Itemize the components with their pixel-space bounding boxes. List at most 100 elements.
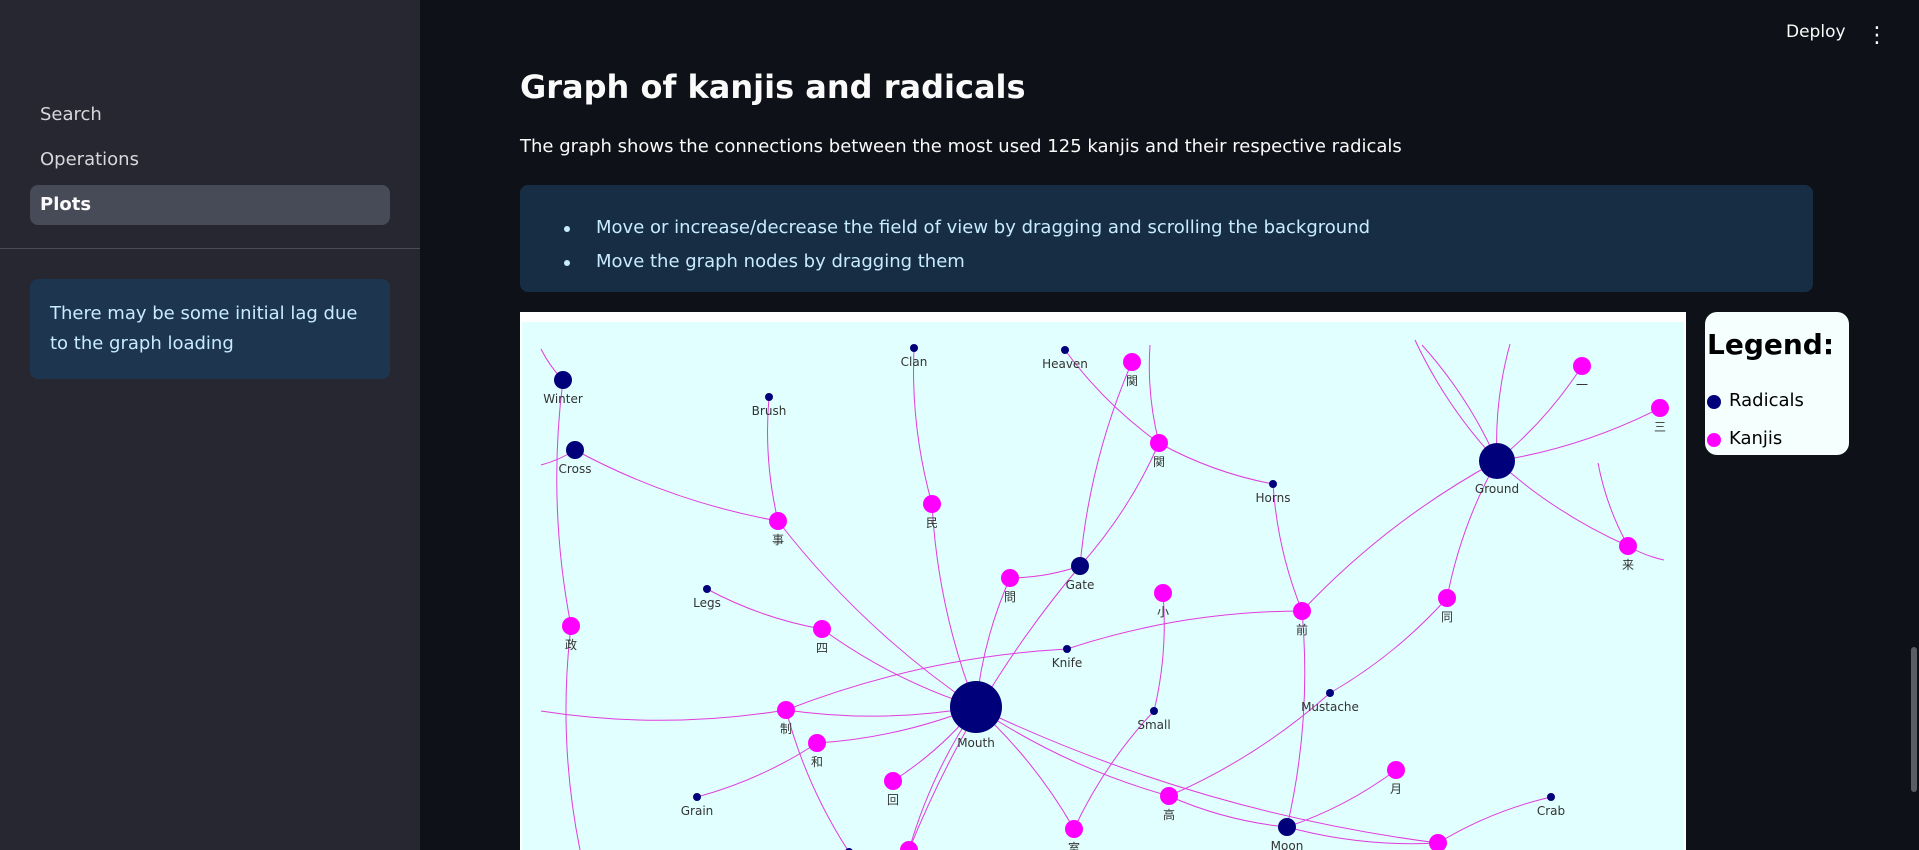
radical-node-circle[interactable] bbox=[566, 441, 584, 459]
kanji-node-circle[interactable] bbox=[562, 617, 580, 635]
kanji-node[interactable]: 政 bbox=[562, 617, 580, 652]
kanji-node-circle[interactable] bbox=[1065, 820, 1083, 838]
graph-edge bbox=[1496, 407, 1661, 462]
kanji-node[interactable]: 関 bbox=[1123, 353, 1141, 388]
page-scrollbar[interactable] bbox=[1911, 647, 1917, 792]
radical-node-circle[interactable] bbox=[1547, 793, 1555, 801]
radical-node[interactable]: Mustache bbox=[1301, 689, 1359, 714]
graph-edge bbox=[1073, 710, 1155, 830]
radical-node[interactable]: Gate bbox=[1066, 557, 1095, 592]
graph-edge bbox=[913, 347, 933, 505]
kanji-node[interactable] bbox=[1429, 834, 1447, 850]
kanji-node[interactable]: 同 bbox=[1438, 589, 1456, 624]
kanji-node-circle[interactable] bbox=[1429, 834, 1447, 850]
kanji-radical-graph[interactable]: Winter Clan Heaven 関 一三 Brush Cross 関 Horns Groun… bbox=[522, 322, 1684, 850]
radical-node[interactable]: Legs bbox=[693, 585, 721, 610]
kanji-node-circle[interactable] bbox=[1123, 353, 1141, 371]
node-label: 民 bbox=[926, 516, 938, 530]
kanji-node-circle[interactable] bbox=[1651, 399, 1669, 417]
radical-node[interactable]: Heaven bbox=[1042, 346, 1088, 371]
kanji-node-circle[interactable] bbox=[808, 734, 826, 752]
radical-node-circle[interactable] bbox=[1150, 707, 1158, 715]
radical-node-circle[interactable] bbox=[1269, 480, 1277, 488]
radical-node-circle[interactable] bbox=[950, 681, 1002, 733]
kanji-node-circle[interactable] bbox=[1387, 761, 1405, 779]
radical-node[interactable]: Knife bbox=[1052, 645, 1082, 670]
kanji-node-circle[interactable] bbox=[1438, 589, 1456, 607]
kanji-node[interactable]: 小 bbox=[1154, 584, 1172, 619]
radical-node[interactable]: Small bbox=[1137, 707, 1171, 732]
sidebar-nav: Search Operations Plots bbox=[30, 95, 390, 230]
deploy-button[interactable]: Deploy bbox=[1786, 22, 1846, 42]
node-label: Grain bbox=[681, 804, 714, 818]
radical-node[interactable]: Grain bbox=[681, 793, 714, 818]
radical-node-circle[interactable] bbox=[1071, 557, 1089, 575]
sidebar-item-search[interactable]: Search bbox=[40, 104, 102, 125]
kanji-node[interactable]: 民 bbox=[923, 495, 941, 530]
radical-node[interactable]: Moon bbox=[1271, 818, 1304, 850]
kanji-dot-icon bbox=[1707, 433, 1721, 447]
kanji-node[interactable]: 高 bbox=[1160, 787, 1178, 822]
radical-node[interactable]: Winter bbox=[543, 371, 583, 406]
kanji-node[interactable]: 和 bbox=[808, 734, 826, 769]
kanji-node-circle[interactable] bbox=[1150, 434, 1168, 452]
kanji-node-circle[interactable] bbox=[1573, 357, 1591, 375]
kanji-node-circle[interactable] bbox=[813, 620, 831, 638]
radical-node-circle[interactable] bbox=[703, 585, 711, 593]
kanji-node-circle[interactable] bbox=[1001, 569, 1019, 587]
graph-edge bbox=[1286, 610, 1306, 828]
kanji-node[interactable]: 来 bbox=[1619, 537, 1637, 572]
kanji-node-circle[interactable] bbox=[769, 512, 787, 530]
kanji-node-circle[interactable] bbox=[1619, 537, 1637, 555]
node-label: 回 bbox=[887, 793, 899, 807]
sidebar-item-operations[interactable]: Operations bbox=[40, 149, 139, 170]
radical-node-circle[interactable] bbox=[765, 393, 773, 401]
kanji-node[interactable]: 月 bbox=[1387, 761, 1405, 796]
kanji-node-circle[interactable] bbox=[1160, 787, 1178, 805]
radical-node-circle[interactable] bbox=[1479, 443, 1515, 479]
graph-canvas[interactable]: Winter Clan Heaven 関 一三 Brush Cross 関 Horns Groun… bbox=[522, 322, 1684, 850]
kanji-node[interactable]: 四 bbox=[813, 620, 831, 655]
kanji-node-circle[interactable] bbox=[900, 841, 918, 850]
legend: Legend: Radicals Kanjis bbox=[1705, 312, 1849, 455]
graph-edge bbox=[1301, 460, 1498, 612]
bullet-icon bbox=[564, 260, 570, 266]
radical-node-circle[interactable] bbox=[693, 793, 701, 801]
graph-edge bbox=[574, 449, 779, 522]
kebab-menu-icon[interactable]: ⋮ bbox=[1866, 23, 1888, 48]
kanji-node[interactable]: 三 bbox=[1651, 399, 1669, 434]
radical-node-circle[interactable] bbox=[1061, 346, 1069, 354]
kanji-node-circle[interactable] bbox=[1154, 584, 1172, 602]
radical-node[interactable]: Brush bbox=[752, 393, 787, 418]
tip-text: Move or increase/decrease the field of v… bbox=[596, 217, 1371, 238]
kanji-node[interactable]: 問 bbox=[1001, 569, 1019, 604]
kanji-node[interactable]: 一 bbox=[1573, 357, 1591, 392]
kanji-node-circle[interactable] bbox=[777, 701, 795, 719]
kanji-node-circle[interactable] bbox=[884, 772, 902, 790]
node-label: 高 bbox=[1163, 807, 1175, 822]
kanji-node-circle[interactable] bbox=[1293, 602, 1311, 620]
radical-node-circle[interactable] bbox=[554, 371, 572, 389]
radical-node-circle[interactable] bbox=[1326, 689, 1334, 697]
radical-node-circle[interactable] bbox=[1278, 818, 1296, 836]
kanji-node[interactable]: 事 bbox=[769, 512, 787, 547]
radical-node[interactable]: Mouth bbox=[950, 681, 1002, 750]
radical-node-circle[interactable] bbox=[1063, 645, 1071, 653]
radical-node-circle[interactable] bbox=[910, 344, 918, 352]
radical-node[interactable]: Clan bbox=[901, 344, 928, 369]
radical-node[interactable]: Horns bbox=[1256, 480, 1291, 505]
kanji-node[interactable]: 回 bbox=[884, 772, 902, 807]
kanji-node-circle[interactable] bbox=[923, 495, 941, 513]
graph-edge bbox=[1168, 795, 1288, 828]
kanji-node[interactable]: 制 bbox=[777, 701, 795, 736]
radical-node[interactable]: Cross bbox=[559, 441, 592, 476]
sidebar-item-plots[interactable]: Plots bbox=[30, 185, 390, 225]
radical-node[interactable]: Crab bbox=[1537, 793, 1565, 818]
kanji-node[interactable]: 関 bbox=[1150, 434, 1168, 469]
radical-node[interactable]: Ground bbox=[1475, 443, 1519, 496]
graph-edge bbox=[1329, 597, 1448, 694]
kanji-node[interactable]: 室 bbox=[1065, 820, 1083, 850]
node-label: 和 bbox=[811, 755, 823, 769]
kanji-node[interactable]: 前 bbox=[1293, 602, 1311, 637]
kanji-node[interactable] bbox=[900, 841, 918, 850]
